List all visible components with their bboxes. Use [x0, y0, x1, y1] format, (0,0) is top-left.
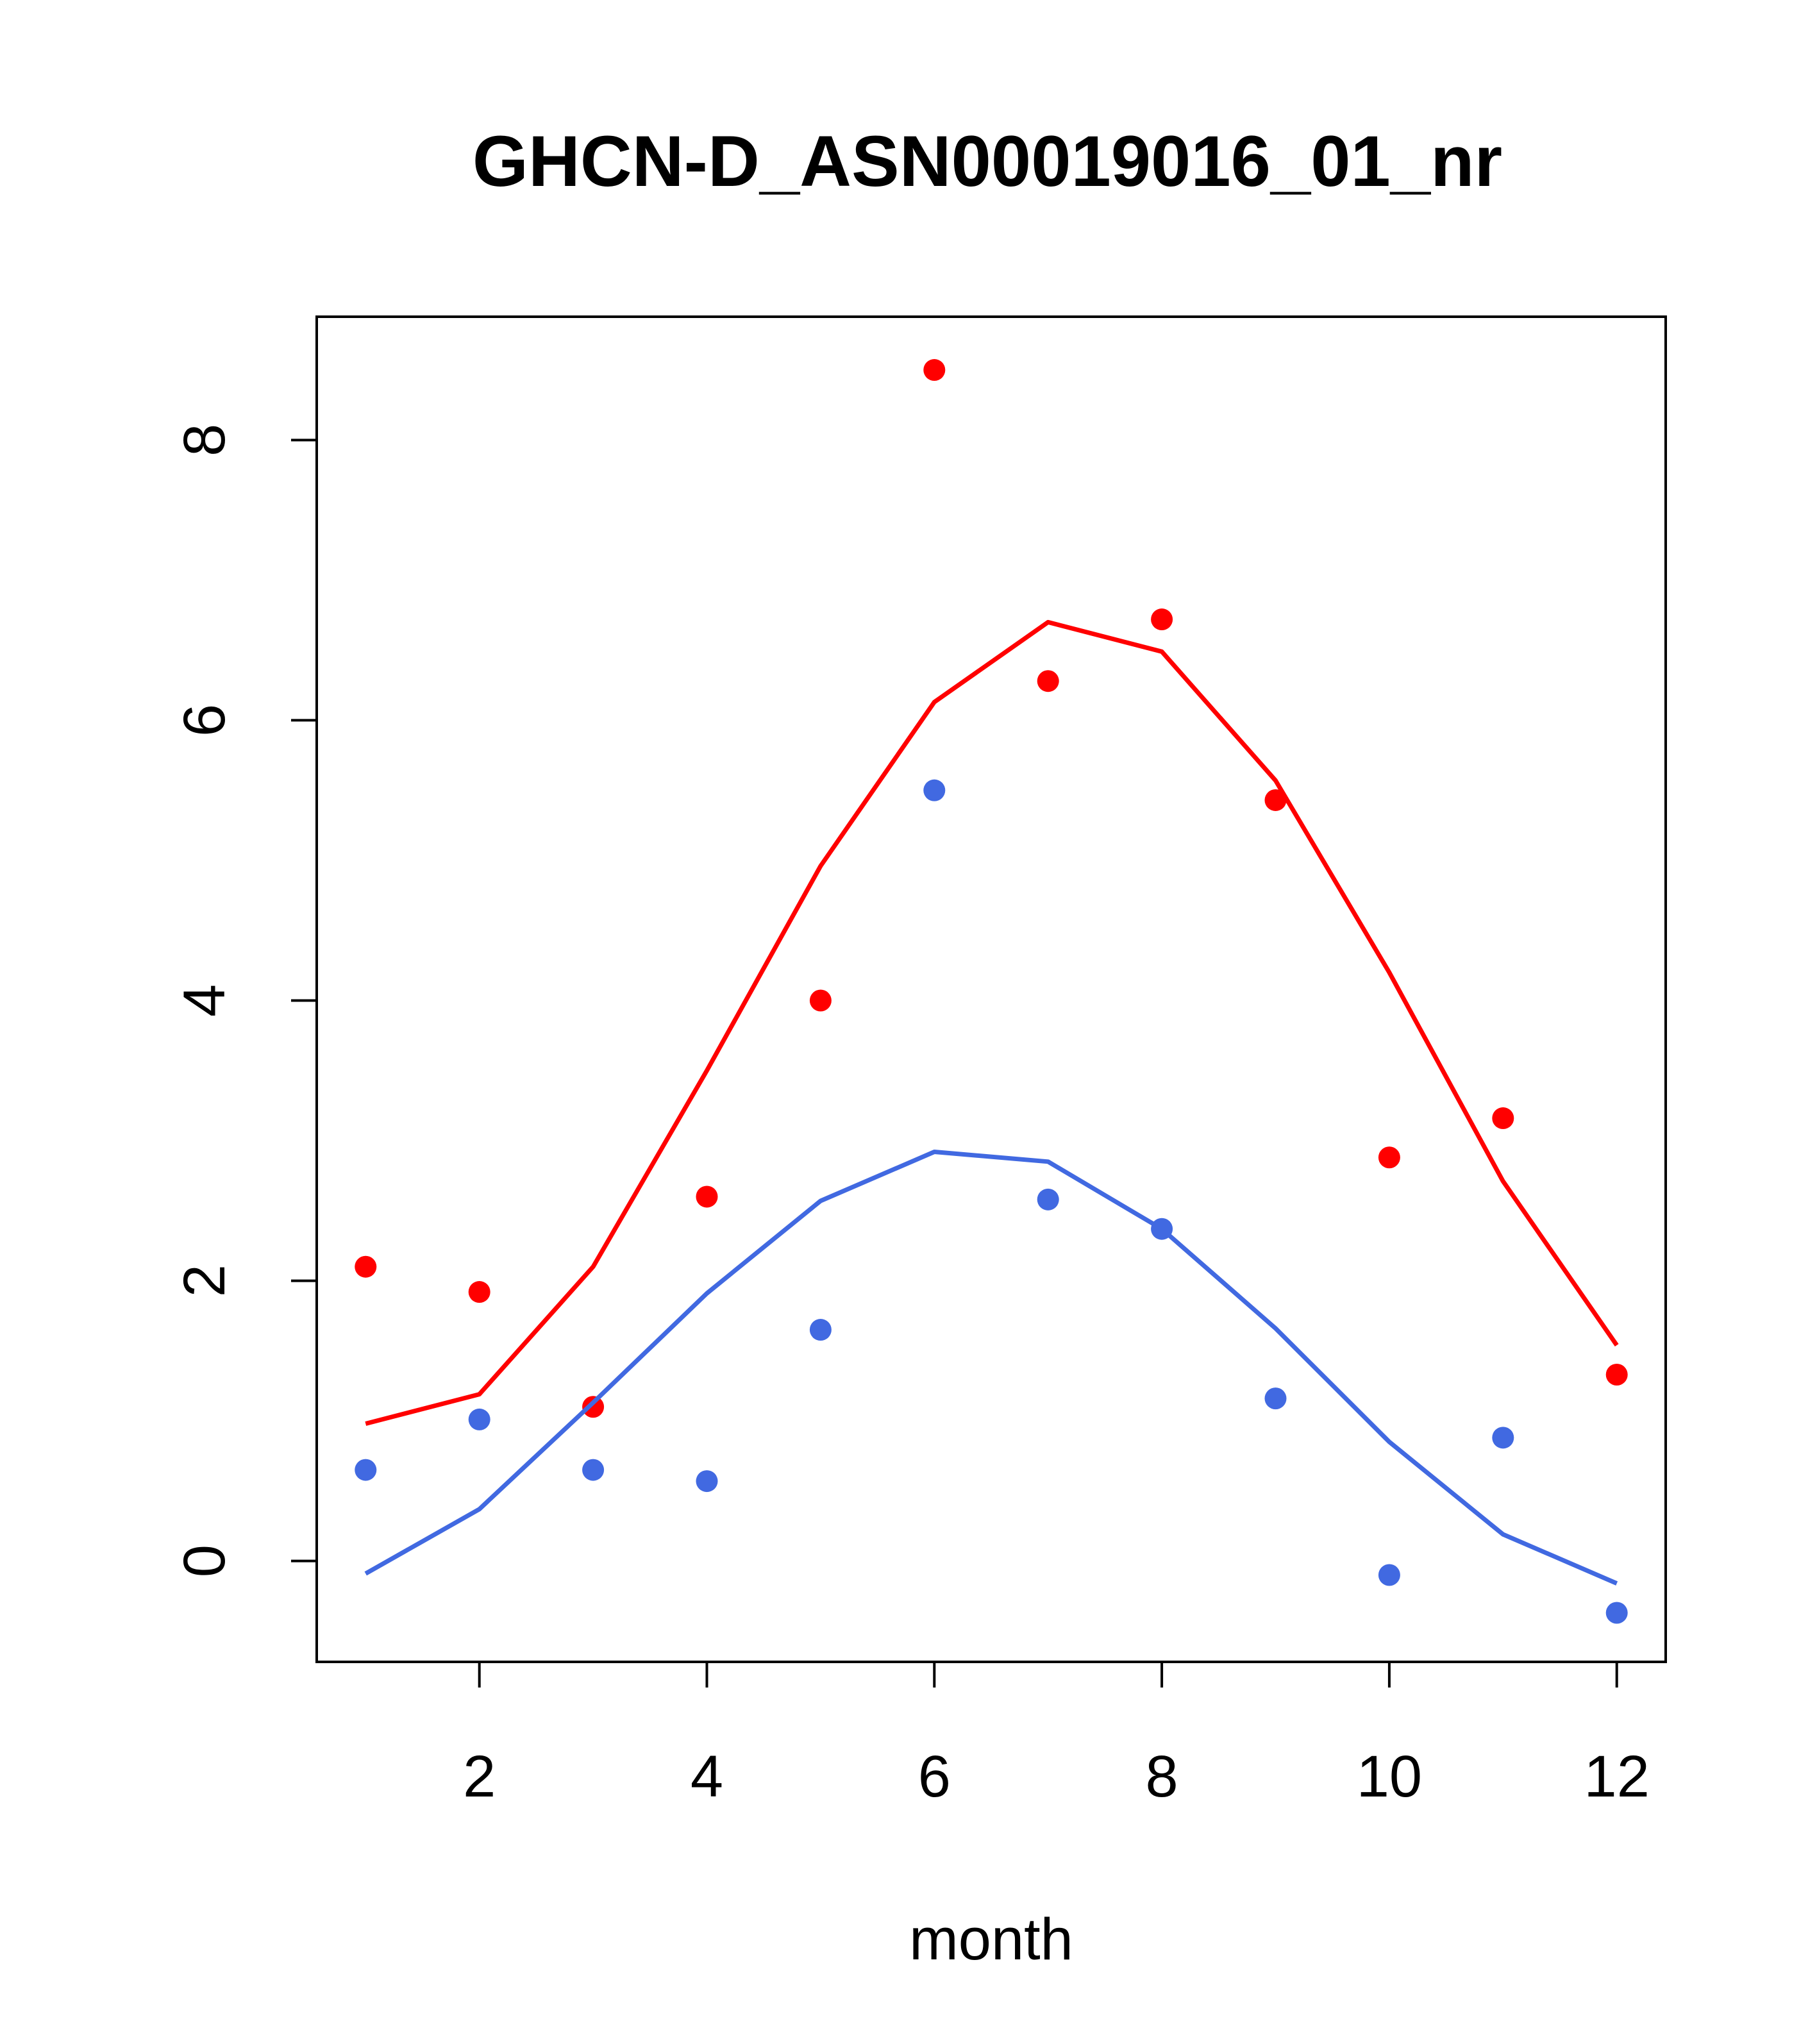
series-1-point [1492, 1427, 1514, 1449]
series-0-point [923, 359, 946, 381]
series-0-point [809, 989, 832, 1012]
chart-title: GHCN-D_ASN00019016_01_nr [473, 121, 1502, 201]
x-tick-label: 4 [691, 1744, 723, 1809]
x-tick-label: 8 [1146, 1744, 1178, 1809]
x-tick-label: 2 [463, 1744, 496, 1809]
series-layer [355, 359, 1628, 1624]
series-0-point [355, 1255, 377, 1278]
y-tick-label: 4 [172, 984, 237, 1017]
series-0-point [1037, 670, 1059, 692]
series-1-point [923, 779, 946, 801]
x-tick-label: 6 [918, 1744, 951, 1809]
y-tick-label: 0 [172, 1545, 237, 1577]
series-0-point [1378, 1146, 1400, 1169]
series-0-point [1605, 1363, 1628, 1386]
x-axis: 2 4 6 8 10 12 [463, 1661, 1650, 1809]
series-0-point [468, 1281, 490, 1303]
series-1-point [582, 1459, 605, 1481]
series-0-point [696, 1185, 718, 1208]
y-axis: 0 2 4 6 8 [172, 424, 318, 1577]
y-tick-label: 6 [172, 704, 237, 737]
series-1-point [1264, 1387, 1287, 1410]
series-1-line [364, 1150, 1618, 1586]
series-0-line [365, 619, 1619, 1426]
series-1-point [468, 1408, 490, 1430]
x-tick-label: 10 [1357, 1744, 1422, 1809]
plot-box [315, 315, 1667, 1663]
x-axis-label: month [909, 1907, 1073, 1972]
series-0-point [1264, 789, 1287, 811]
series-0 [355, 359, 1628, 1426]
series-1-point [1037, 1188, 1059, 1210]
series-1-point [696, 1470, 718, 1493]
series-0-point [1492, 1107, 1514, 1130]
series-1-point [1605, 1602, 1628, 1624]
y-tick-label: 8 [172, 424, 237, 457]
series-1-point [809, 1319, 832, 1341]
series-1-point [1151, 1218, 1173, 1240]
series-1 [355, 779, 1628, 1624]
series-1-point [355, 1459, 377, 1481]
x-tick-label: 12 [1584, 1744, 1650, 1809]
series-1-point [1378, 1564, 1400, 1586]
series-0-point [1151, 608, 1173, 631]
y-tick-label: 2 [172, 1264, 237, 1297]
series-0-point [582, 1396, 605, 1418]
